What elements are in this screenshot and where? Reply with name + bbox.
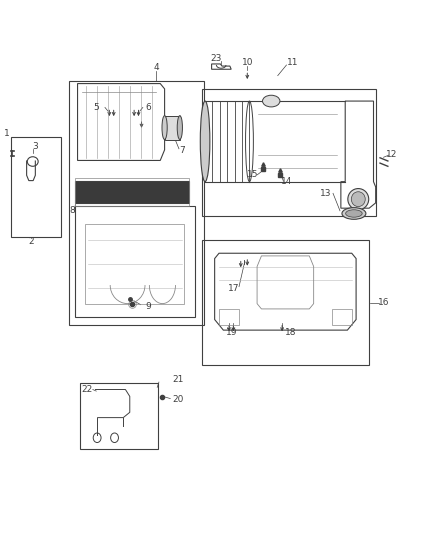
Bar xyxy=(74,178,189,206)
Text: 1: 1 xyxy=(4,130,10,139)
Bar xyxy=(85,224,184,304)
Text: 9: 9 xyxy=(145,302,151,311)
Ellipse shape xyxy=(162,116,167,140)
Text: 11: 11 xyxy=(287,59,299,67)
Text: 3: 3 xyxy=(32,142,38,151)
Bar xyxy=(75,181,188,203)
Text: 19: 19 xyxy=(226,328,238,337)
Bar xyxy=(201,89,376,216)
Text: 12: 12 xyxy=(386,150,397,159)
Text: 20: 20 xyxy=(172,394,184,403)
Bar xyxy=(69,81,204,325)
Text: 6: 6 xyxy=(145,103,151,112)
Text: 8: 8 xyxy=(70,206,75,215)
Text: 22: 22 xyxy=(81,385,93,394)
Text: 18: 18 xyxy=(285,328,297,337)
Ellipse shape xyxy=(348,189,369,210)
Text: 2: 2 xyxy=(28,237,34,246)
Text: 17: 17 xyxy=(228,284,239,293)
Text: 13: 13 xyxy=(320,189,332,198)
Text: 16: 16 xyxy=(378,298,389,307)
Text: 14: 14 xyxy=(281,177,292,186)
Bar xyxy=(201,240,369,365)
Text: 21: 21 xyxy=(172,375,184,384)
Bar xyxy=(80,383,158,449)
Text: 23: 23 xyxy=(210,54,222,62)
Ellipse shape xyxy=(262,95,280,107)
Ellipse shape xyxy=(351,192,365,207)
Bar xyxy=(165,116,180,140)
Text: 4: 4 xyxy=(153,63,159,72)
Text: 5: 5 xyxy=(93,103,99,112)
Ellipse shape xyxy=(346,210,362,217)
Bar xyxy=(74,206,195,317)
Text: 15: 15 xyxy=(247,170,259,179)
Text: 10: 10 xyxy=(241,59,253,67)
Bar xyxy=(11,136,61,237)
Ellipse shape xyxy=(177,116,183,140)
Ellipse shape xyxy=(200,101,210,182)
Text: 7: 7 xyxy=(179,147,185,156)
Ellipse shape xyxy=(342,208,366,219)
